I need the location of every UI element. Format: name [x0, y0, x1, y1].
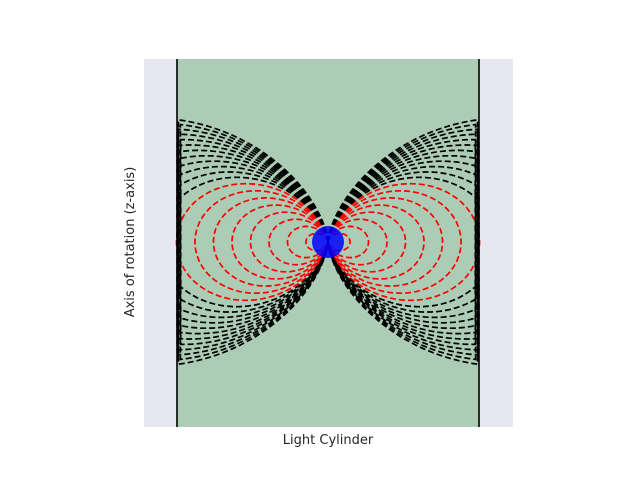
- closed-field-line-left: [212, 197, 329, 287]
- closed-field-line-left: [231, 204, 329, 280]
- closed-field-line-right: [327, 189, 462, 295]
- open-field-line-right: [327, 118, 479, 366]
- neutron-star: [312, 226, 344, 258]
- closed-field-line-left: [249, 211, 329, 273]
- closed-field-line-left: [194, 189, 329, 295]
- closed-field-line-right: [327, 197, 444, 287]
- open-field-line-left: [177, 118, 329, 366]
- closed-field-line-right: [327, 204, 425, 280]
- closed-field-line-right: [327, 211, 407, 273]
- y-axis-label: Axis of rotation (z-axis): [123, 167, 138, 318]
- x-axis-label: Light Cylinder: [283, 433, 374, 448]
